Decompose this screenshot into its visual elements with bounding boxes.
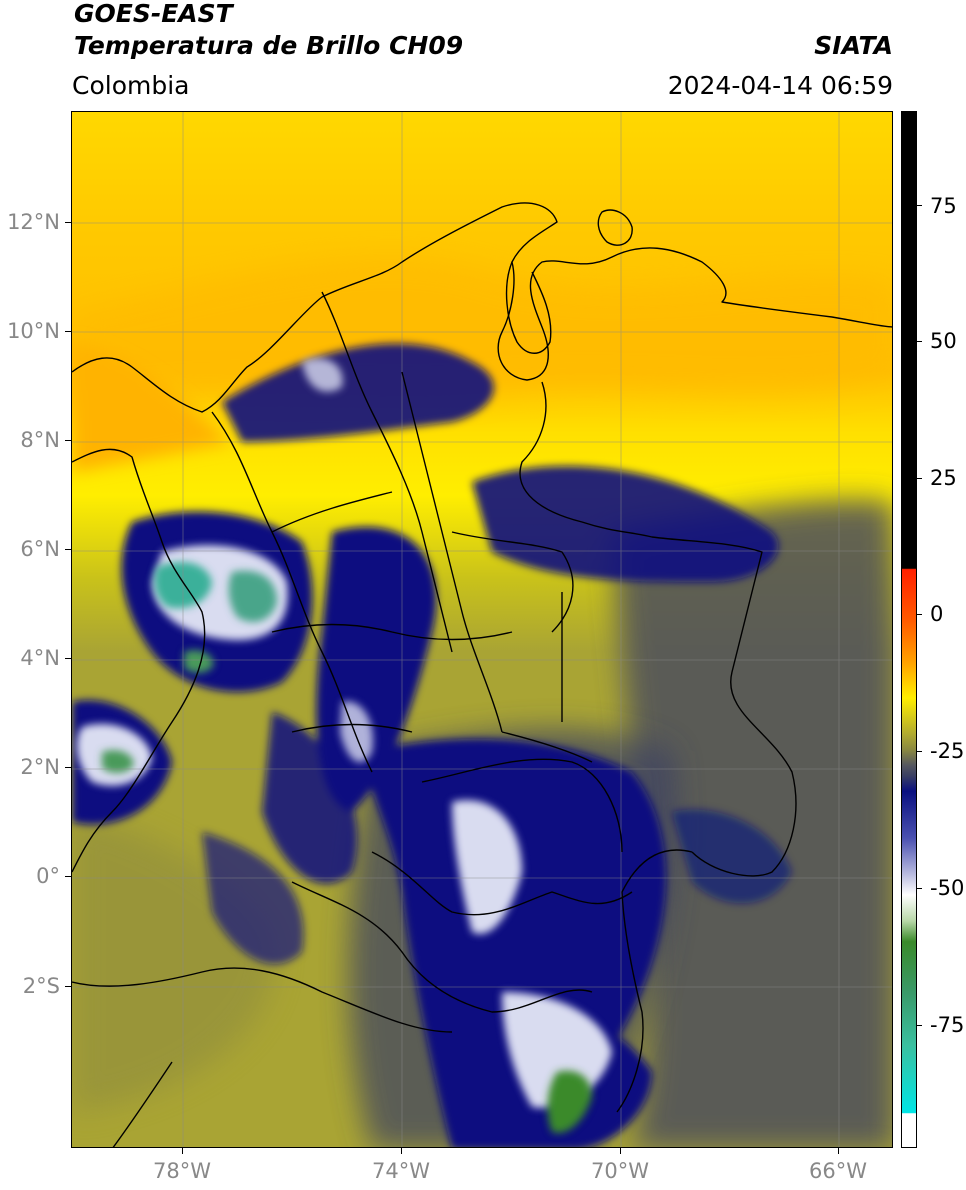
colorbar bbox=[901, 111, 917, 1148]
brand-label: SIATA bbox=[814, 31, 893, 60]
colorbar-tick-mark bbox=[917, 341, 922, 342]
colorbar-tick-label: 25 bbox=[930, 466, 957, 490]
colorbar-tick-label: -50 bbox=[930, 876, 965, 900]
lon-tick-label: 74°W bbox=[372, 1159, 430, 1183]
lat-tick-label: 2°S bbox=[22, 974, 60, 998]
colorbar-tick-label: 75 bbox=[930, 194, 957, 218]
lat-tick-mark bbox=[65, 331, 71, 332]
lat-tick-label: 12°N bbox=[7, 210, 60, 234]
product-title: Temperatura de Brillo CH09 bbox=[74, 31, 464, 60]
colorbar-tick-mark bbox=[917, 1025, 922, 1026]
lon-tick-mark bbox=[838, 1148, 839, 1154]
lon-tick-label: 70°W bbox=[591, 1159, 649, 1183]
lat-tick-label: 2°N bbox=[20, 755, 60, 779]
lat-tick-label: 4°N bbox=[20, 646, 60, 670]
lat-tick-label: 10°N bbox=[7, 319, 60, 343]
lat-tick-mark bbox=[65, 549, 71, 550]
lon-tick-label: 66°W bbox=[809, 1159, 867, 1183]
lat-tick-mark bbox=[65, 767, 71, 768]
lon-tick-mark bbox=[182, 1148, 183, 1154]
timestamp-label: 2024-04-14 06:59 bbox=[667, 71, 893, 100]
colorbar-tick-label: 0 bbox=[930, 602, 944, 626]
colorbar-tick-mark bbox=[917, 888, 922, 889]
lat-tick-mark bbox=[65, 658, 71, 659]
colorbar-gradient bbox=[902, 112, 916, 1147]
colorbar-tick-label: 50 bbox=[930, 329, 957, 353]
lat-tick-label: 6°N bbox=[20, 537, 60, 561]
colorbar-tick-mark bbox=[917, 478, 922, 479]
colorbar-tick-label: -25 bbox=[930, 739, 965, 763]
lat-tick-mark bbox=[65, 222, 71, 223]
lat-tick-mark bbox=[65, 876, 71, 877]
lat-tick-label: 0° bbox=[36, 864, 60, 888]
colorbar-tick-mark bbox=[917, 614, 922, 615]
colorbar-tick-mark bbox=[917, 205, 922, 206]
satellite-map[interactable] bbox=[71, 111, 893, 1148]
lat-tick-label: 8°N bbox=[20, 428, 60, 452]
region-label: Colombia bbox=[72, 71, 190, 100]
lat-tick-mark bbox=[65, 440, 71, 441]
lat-tick-mark bbox=[65, 986, 71, 987]
colorbar-tick-label: -75 bbox=[930, 1013, 965, 1037]
lon-tick-mark bbox=[620, 1148, 621, 1154]
colorbar-tick-mark bbox=[917, 751, 922, 752]
brightness-temperature-image bbox=[72, 112, 892, 1147]
lon-tick-label: 78°W bbox=[153, 1159, 211, 1183]
lon-tick-mark bbox=[401, 1148, 402, 1154]
satellite-title: GOES-EAST bbox=[74, 0, 233, 28]
